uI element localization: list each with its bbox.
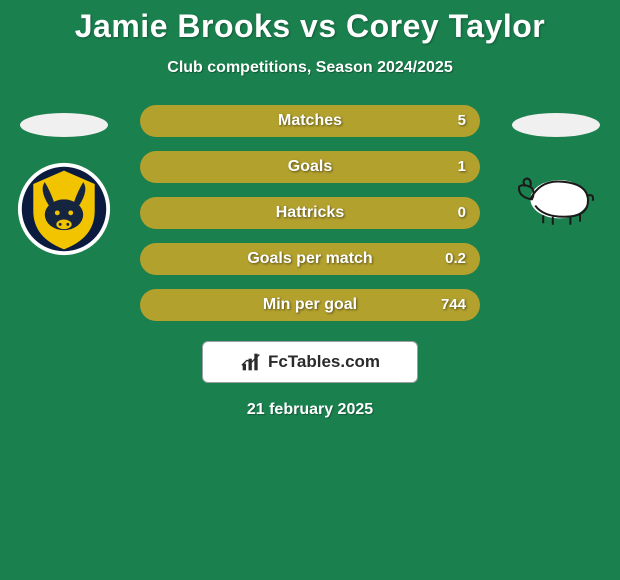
stat-bar-goals-per-match: Goals per match 0.2: [140, 243, 480, 275]
player-right-ellipse: [512, 113, 600, 137]
ox-eye-right: [68, 210, 73, 215]
ox-eye-left: [55, 210, 60, 215]
content-row: Matches 5 Goals 1 Hattricks 0 Goals per …: [0, 105, 620, 321]
brand-text: FcTables.com: [268, 352, 380, 372]
player-left-ellipse: [20, 113, 108, 137]
stat-bar-goals: Goals 1: [140, 151, 480, 183]
date: 21 february 2025: [0, 401, 620, 419]
page-title: Jamie Brooks vs Corey Taylor: [0, 0, 620, 45]
oxford-united-crest: [16, 161, 112, 257]
stat-label: Goals: [140, 151, 480, 183]
stat-value: 5: [458, 105, 466, 137]
stat-value: 744: [441, 289, 466, 321]
ox-nostril-left: [59, 223, 62, 226]
stat-bar-hattricks: Hattricks 0: [140, 197, 480, 229]
player-right-column: [506, 105, 606, 231]
stat-bars: Matches 5 Goals 1 Hattricks 0 Goals per …: [140, 105, 480, 321]
ox-nostril-right: [66, 223, 69, 226]
derby-county-crest: [508, 161, 604, 231]
stat-value: 0.2: [445, 243, 466, 275]
stat-bar-min-per-goal: Min per goal 744: [140, 289, 480, 321]
player-left-column: [14, 105, 114, 257]
stat-bar-matches: Matches 5: [140, 105, 480, 137]
subtitle: Club competitions, Season 2024/2025: [0, 59, 620, 77]
stat-label: Goals per match: [140, 243, 480, 275]
stat-label: Hattricks: [140, 197, 480, 229]
stat-value: 0: [458, 197, 466, 229]
stat-value: 1: [458, 151, 466, 183]
stat-label: Min per goal: [140, 289, 480, 321]
ox-nose: [56, 220, 71, 230]
stat-label: Matches: [140, 105, 480, 137]
bar-chart-icon: [240, 352, 262, 372]
comparison-card: Jamie Brooks vs Corey Taylor Club compet…: [0, 0, 620, 580]
brand-box: FcTables.com: [202, 341, 418, 383]
